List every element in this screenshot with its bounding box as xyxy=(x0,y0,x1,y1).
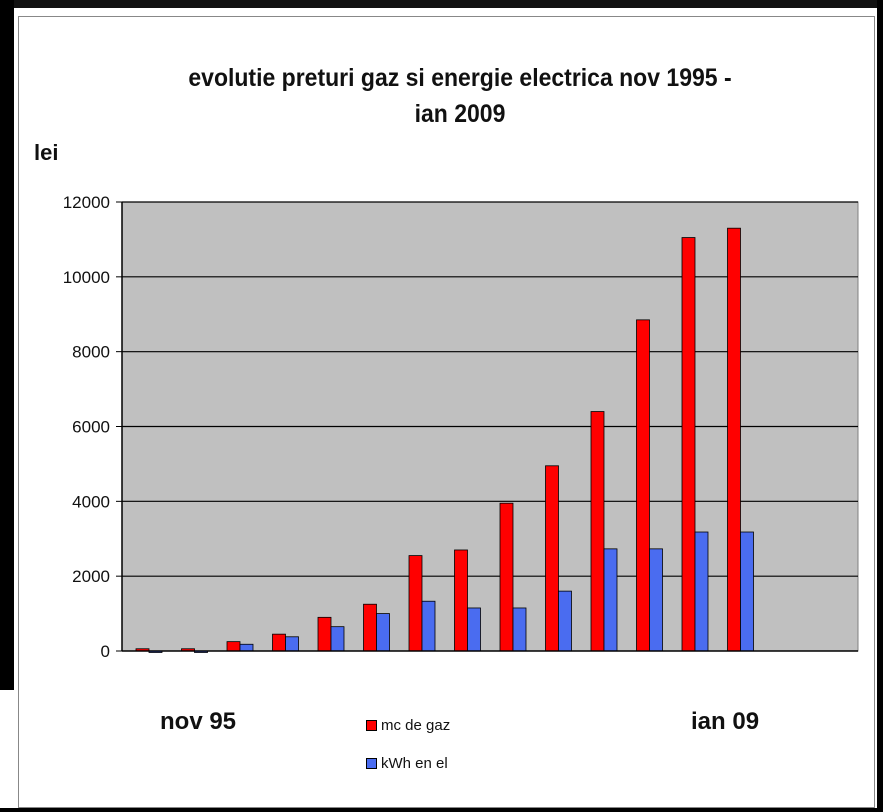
bar-gas xyxy=(363,603,377,652)
bar-electricity xyxy=(376,613,390,652)
bar-gas xyxy=(454,549,468,652)
bar-electricity xyxy=(239,643,254,652)
top-border xyxy=(0,0,883,8)
y-tick-label: 4000 xyxy=(72,492,110,511)
bar-gas xyxy=(408,555,423,652)
legend-label-gas: mc de gaz xyxy=(381,716,451,734)
y-tick-label: 2000 xyxy=(72,567,110,586)
legend: mc de gaz kWh en el xyxy=(366,706,450,782)
y-tick-label: 12000 xyxy=(63,193,110,212)
bar-electricity xyxy=(421,600,436,652)
bottom-border xyxy=(0,808,883,812)
bar-electricity xyxy=(649,548,663,652)
bar-gas xyxy=(545,465,559,652)
bar-electricity xyxy=(512,607,527,652)
legend-swatch-electricity xyxy=(366,757,377,769)
legend-item-electricity: kWh en el xyxy=(366,744,450,782)
y-tick-label: 8000 xyxy=(72,343,110,362)
legend-swatch-gas xyxy=(366,719,377,731)
legend-label-electricity: kWh en el xyxy=(381,754,448,772)
bar-gas xyxy=(317,616,332,652)
bar-gas xyxy=(226,641,241,652)
y-tick-label: 0 xyxy=(101,642,110,661)
bar-electricity xyxy=(467,607,481,652)
y-axis-label: lei xyxy=(34,140,59,165)
right-border xyxy=(877,0,883,812)
bar-electricity xyxy=(330,626,345,652)
bar-gas xyxy=(499,502,514,652)
y-tick-label: 10000 xyxy=(63,268,110,287)
legend-item-gas: mc de gaz xyxy=(366,706,450,744)
x-start-label: nov 95 xyxy=(160,708,237,735)
bar-electricity xyxy=(740,531,754,652)
y-tick-label: 6000 xyxy=(72,418,110,437)
left-border xyxy=(0,0,14,690)
chart-title-line-1: evolutie preturi gaz si energie electric… xyxy=(188,64,732,92)
bar-gas xyxy=(636,319,650,652)
bar-electricity xyxy=(694,531,709,652)
y-tick-labels: 0 2000 4000 6000 8000 10000 12000 xyxy=(63,193,122,661)
x-end-label: ian 09 xyxy=(691,708,760,735)
bar-electricity xyxy=(285,636,299,652)
chart-title-line-2: ian 2009 xyxy=(414,100,506,128)
bar-gas xyxy=(590,411,605,652)
bar-gas xyxy=(272,633,286,652)
bar-gas xyxy=(727,227,741,652)
bar-electricity xyxy=(558,590,572,652)
bars xyxy=(135,227,754,653)
bar-gas xyxy=(681,237,696,652)
bar-electricity xyxy=(603,548,618,652)
